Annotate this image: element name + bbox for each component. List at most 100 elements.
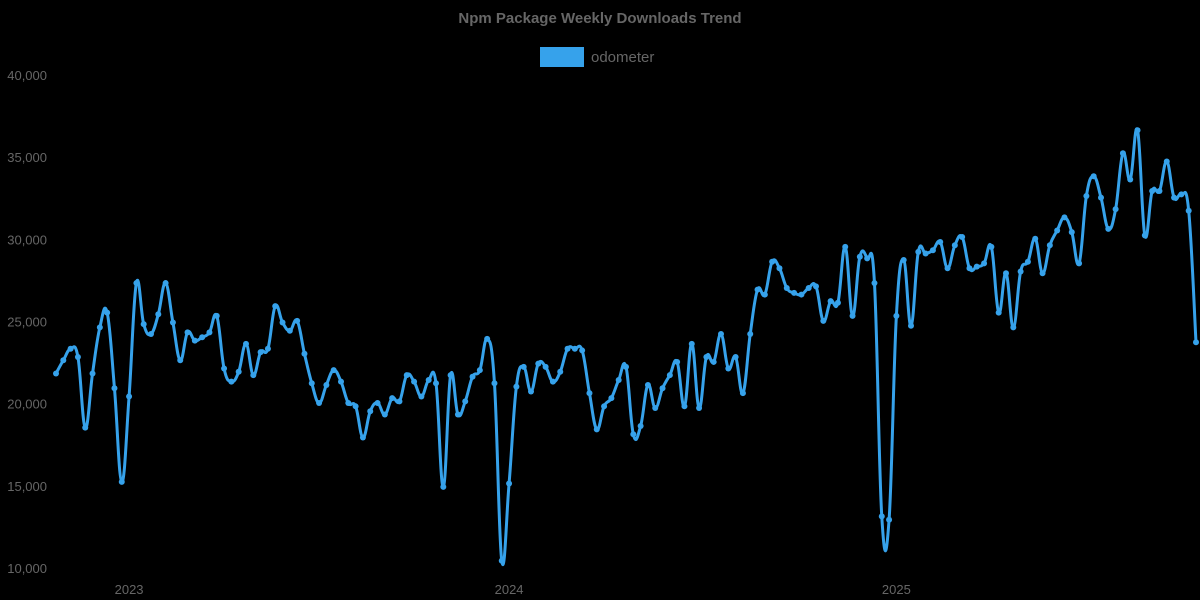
data-point[interactable] (732, 354, 739, 361)
data-point[interactable] (53, 370, 59, 377)
data-point[interactable] (184, 329, 191, 336)
data-point[interactable] (1046, 242, 1053, 249)
data-point[interactable] (805, 284, 812, 291)
data-point[interactable] (849, 312, 856, 319)
data-point[interactable] (988, 243, 995, 250)
data-point[interactable] (1054, 227, 1061, 234)
data-point[interactable] (462, 398, 469, 405)
data-point[interactable] (761, 291, 768, 298)
data-point[interactable] (1076, 260, 1083, 267)
data-point[interactable] (776, 265, 783, 272)
data-point[interactable] (725, 365, 732, 372)
data-point[interactable] (842, 243, 849, 250)
data-point[interactable] (542, 363, 549, 370)
data-point[interactable] (637, 423, 644, 430)
data-point[interactable] (374, 400, 381, 407)
data-point[interactable] (1098, 194, 1104, 201)
data-point[interactable] (126, 393, 133, 400)
data-point[interactable] (177, 357, 184, 364)
data-point[interactable] (973, 263, 980, 270)
data-point[interactable] (447, 372, 454, 379)
data-point[interactable] (286, 327, 293, 334)
data-point[interactable] (586, 390, 593, 397)
data-point[interactable] (352, 403, 359, 410)
data-point[interactable] (250, 372, 257, 379)
data-point[interactable] (396, 398, 403, 405)
data-point[interactable] (703, 354, 710, 361)
data-point[interactable] (1010, 324, 1017, 331)
data-point[interactable] (191, 337, 198, 344)
data-point[interactable] (1032, 235, 1039, 242)
data-point[interactable] (827, 298, 834, 305)
data-point[interactable] (834, 299, 841, 306)
data-point[interactable] (878, 513, 885, 520)
data-point[interactable] (418, 393, 425, 400)
data-point[interactable] (871, 280, 878, 287)
data-point[interactable] (623, 363, 629, 370)
data-point[interactable] (908, 322, 914, 329)
data-point[interactable] (345, 400, 352, 407)
data-point[interactable] (155, 311, 162, 318)
data-point[interactable] (528, 388, 534, 395)
data-point[interactable] (652, 404, 659, 411)
data-point[interactable] (1024, 258, 1031, 265)
data-point[interactable] (367, 408, 374, 415)
data-point[interactable] (688, 340, 695, 347)
data-point[interactable] (330, 367, 337, 374)
data-point[interactable] (1061, 214, 1068, 221)
data-point[interactable] (893, 312, 900, 319)
data-point[interactable] (1156, 188, 1163, 195)
data-point[interactable] (133, 280, 140, 287)
data-point[interactable] (564, 345, 571, 352)
data-point[interactable] (900, 257, 907, 264)
data-point[interactable] (111, 385, 118, 392)
data-point[interactable] (1119, 150, 1126, 157)
data-point[interactable] (148, 331, 154, 338)
data-point[interactable] (294, 317, 301, 324)
data-point[interactable] (666, 372, 673, 379)
data-point[interactable] (491, 380, 498, 387)
data-point[interactable] (966, 265, 973, 272)
data-point[interactable] (235, 368, 242, 375)
data-point[interactable] (520, 363, 527, 370)
data-point[interactable] (769, 258, 776, 265)
data-point[interactable] (820, 317, 827, 324)
data-point[interactable] (476, 367, 483, 374)
data-point[interactable] (557, 368, 564, 375)
data-point[interactable] (67, 345, 74, 352)
data-point[interactable] (951, 242, 958, 249)
data-point[interactable] (754, 286, 761, 293)
data-point[interactable] (1112, 206, 1119, 213)
data-point[interactable] (1127, 176, 1134, 183)
data-point[interactable] (272, 303, 279, 310)
data-point[interactable] (1039, 270, 1046, 277)
data-point[interactable] (1068, 229, 1075, 236)
data-point[interactable] (257, 349, 264, 356)
data-point[interactable] (338, 378, 344, 385)
data-point[interactable] (140, 321, 147, 328)
data-point[interactable] (389, 395, 396, 402)
data-point[interactable] (659, 385, 666, 392)
data-point[interactable] (915, 248, 922, 255)
data-point[interactable] (1149, 188, 1156, 195)
data-point[interactable] (243, 340, 249, 347)
data-point[interactable] (228, 378, 235, 385)
data-point[interactable] (301, 350, 308, 357)
data-point[interactable] (411, 378, 418, 385)
data-point[interactable] (864, 255, 871, 262)
data-point[interactable] (579, 347, 586, 354)
data-point[interactable] (89, 370, 96, 377)
data-point[interactable] (221, 365, 228, 372)
data-point[interactable] (615, 377, 622, 384)
data-point[interactable] (959, 234, 966, 241)
data-point[interactable] (104, 309, 111, 316)
data-point[interactable] (264, 345, 271, 352)
data-point[interactable] (535, 360, 542, 367)
data-point[interactable] (608, 395, 615, 402)
data-point[interactable] (1134, 127, 1141, 134)
data-point[interactable] (856, 253, 863, 260)
data-point[interactable] (929, 247, 936, 254)
data-point[interactable] (308, 380, 315, 387)
data-point[interactable] (981, 260, 988, 267)
data-point[interactable] (403, 372, 410, 379)
